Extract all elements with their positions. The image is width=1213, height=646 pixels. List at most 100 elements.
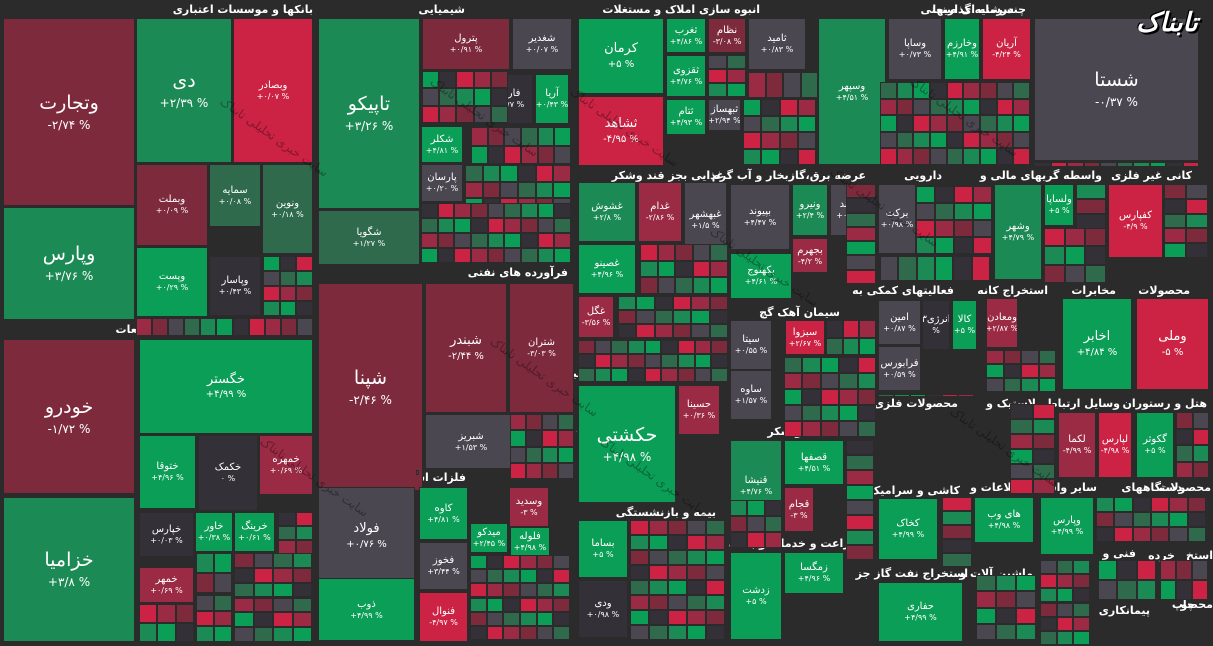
stock-tile-di[interactable]: دی +۲/۳۹ % — [136, 18, 232, 163]
stock-tile-small[interactable] — [846, 545, 874, 560]
stock-tile-small[interactable] — [553, 165, 571, 182]
stock-tile-small[interactable] — [668, 625, 687, 640]
stock-tile-small[interactable] — [175, 604, 194, 623]
stock-tile-small[interactable] — [279, 286, 297, 301]
stock-tile-small[interactable] — [630, 565, 649, 580]
stock-tile-vdi[interactable]: ودی +۰/۹۸ % — [578, 580, 628, 638]
stock-tile-small[interactable] — [784, 421, 803, 437]
stock-tile-small[interactable] — [1132, 512, 1151, 527]
stock-tile-small[interactable] — [678, 340, 695, 354]
stock-tile-small[interactable] — [930, 131, 947, 149]
stock-tile-small[interactable] — [471, 248, 488, 263]
stock-tile-small[interactable] — [649, 520, 668, 535]
stock-tile-small[interactable] — [280, 318, 297, 336]
stock-tile-small[interactable] — [896, 115, 914, 132]
stock-tile-small[interactable] — [421, 248, 438, 263]
stock-tile-small[interactable] — [687, 595, 706, 610]
stock-tile-small[interactable] — [649, 550, 668, 565]
stock-tile-fanval[interactable]: فنوال -۴/۹۷ % — [419, 592, 468, 642]
stock-tile-small[interactable] — [486, 597, 504, 612]
stock-tile-small[interactable] — [196, 553, 214, 573]
stock-tile-small[interactable] — [487, 127, 505, 146]
stock-tile-small[interactable] — [743, 148, 762, 165]
stock-tile-small[interactable] — [820, 389, 840, 405]
stock-tile-small[interactable] — [880, 98, 897, 116]
stock-tile-small[interactable] — [708, 83, 727, 97]
stock-tile-small[interactable] — [898, 256, 917, 281]
stock-tile-khemhar[interactable]: خمهر +۰/۶۹ % — [139, 567, 194, 603]
stock-tile-small[interactable] — [859, 337, 876, 355]
stock-tile-tabsaz[interactable]: ثبهساز +۲/۹۴ % — [708, 99, 741, 131]
stock-tile-small[interactable] — [558, 430, 574, 447]
stock-tile-small[interactable] — [996, 98, 1014, 116]
stock-tile-small[interactable] — [439, 71, 457, 89]
stock-tile-small[interactable] — [487, 203, 505, 218]
stock-tile-small[interactable] — [292, 597, 312, 613]
stock-tile-small[interactable] — [521, 127, 538, 146]
stock-tile-small[interactable] — [273, 597, 293, 613]
stock-tile-small[interactable] — [157, 604, 176, 623]
stock-tile-small[interactable] — [971, 256, 990, 281]
stock-tile-small[interactable] — [846, 500, 874, 515]
stock-tile-small[interactable] — [1010, 449, 1033, 464]
stock-tile-small[interactable] — [986, 364, 1004, 378]
stock-tile-small[interactable] — [482, 181, 501, 199]
stock-tile-small[interactable] — [553, 569, 570, 584]
stock-tile-small[interactable] — [687, 520, 706, 535]
stock-tile-small[interactable] — [980, 82, 997, 99]
stock-tile-small[interactable] — [743, 115, 762, 132]
stock-tile-small[interactable] — [1076, 214, 1106, 229]
stock-tile-shguia[interactable]: شگویا +۱/۲۷ % — [318, 210, 420, 265]
stock-tile-lkama[interactable]: لکما -۴/۹۹ % — [1058, 412, 1096, 478]
stock-tile-small[interactable] — [973, 220, 992, 237]
stock-tile-small[interactable] — [295, 540, 313, 554]
stock-tile-small[interactable] — [963, 148, 980, 165]
stock-tile-small[interactable] — [857, 373, 876, 389]
stock-tile-small[interactable] — [1160, 580, 1176, 600]
stock-tile-energy3[interactable]: انرژی۳% — [922, 300, 950, 350]
stock-tile-shtran[interactable]: شتران -۳/۰۳ % — [509, 283, 574, 413]
stock-tile-small[interactable] — [630, 610, 649, 625]
stock-tile-vsapa[interactable]: وساپا +۰/۷۳ % — [888, 18, 942, 80]
stock-tile-small[interactable] — [1176, 461, 1193, 478]
stock-tile-small[interactable] — [916, 220, 935, 237]
stock-tile-small[interactable] — [1056, 560, 1074, 575]
stock-tile-small[interactable] — [618, 324, 637, 338]
stock-tile-small[interactable] — [1164, 198, 1186, 214]
stock-tile-vyasar[interactable]: وپاسار +۰/۴۳ % — [209, 256, 261, 316]
stock-tile-small[interactable] — [628, 340, 645, 354]
stock-tile-small[interactable] — [973, 237, 992, 254]
stock-tile-small[interactable] — [668, 595, 687, 610]
stock-tile-nezam[interactable]: نظام -۳/۰۸ % — [708, 18, 746, 53]
stock-tile-tashahed[interactable]: ثشاهد -۴/۹۵ % — [578, 96, 664, 166]
stock-tile-small[interactable] — [422, 105, 440, 123]
stock-tile-small[interactable] — [473, 71, 491, 89]
stock-tile-small[interactable] — [537, 233, 555, 248]
stock-tile-small[interactable] — [802, 405, 821, 421]
stock-tile-small[interactable] — [214, 573, 232, 593]
stock-tile-small[interactable] — [687, 580, 706, 595]
stock-tile-ghgol[interactable]: غگل -۳/۵۶ % — [578, 296, 614, 338]
stock-tile-small[interactable] — [504, 203, 521, 218]
stock-tile-small[interactable] — [456, 88, 474, 106]
stock-tile-small[interactable] — [1166, 162, 1183, 167]
stock-tile-small[interactable] — [490, 105, 508, 123]
stock-tile-small[interactable] — [234, 597, 254, 613]
stock-tile-small[interactable] — [1187, 512, 1206, 527]
stock-tile-small[interactable] — [1003, 378, 1021, 392]
stock-tile-small[interactable] — [536, 611, 554, 626]
stock-tile-small[interactable] — [896, 82, 914, 99]
stock-tile-small[interactable] — [839, 421, 858, 437]
stock-tile-tagharb[interactable]: ثغرب +۴/۸۶ % — [666, 18, 706, 53]
stock-tile-small[interactable] — [880, 148, 897, 165]
stock-tile-akhaber[interactable]: اخابر +۴/۸۴ % — [1062, 298, 1132, 390]
stock-tile-tamid[interactable]: ثامید +۰/۸۳ % — [748, 18, 806, 70]
stock-tile-small[interactable] — [986, 378, 1004, 392]
stock-tile-small[interactable] — [470, 625, 487, 640]
stock-tile-small[interactable] — [234, 612, 254, 628]
stock-tile-small[interactable] — [976, 575, 996, 592]
stock-tile-small[interactable] — [1056, 588, 1074, 603]
stock-tile-small[interactable] — [1013, 148, 1030, 165]
stock-tile-small[interactable] — [536, 625, 554, 640]
stock-tile-small[interactable] — [784, 405, 803, 421]
